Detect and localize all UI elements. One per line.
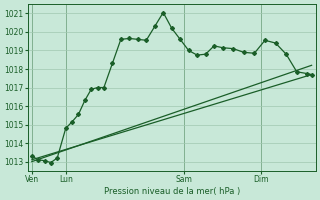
- X-axis label: Pression niveau de la mer( hPa ): Pression niveau de la mer( hPa ): [104, 187, 240, 196]
